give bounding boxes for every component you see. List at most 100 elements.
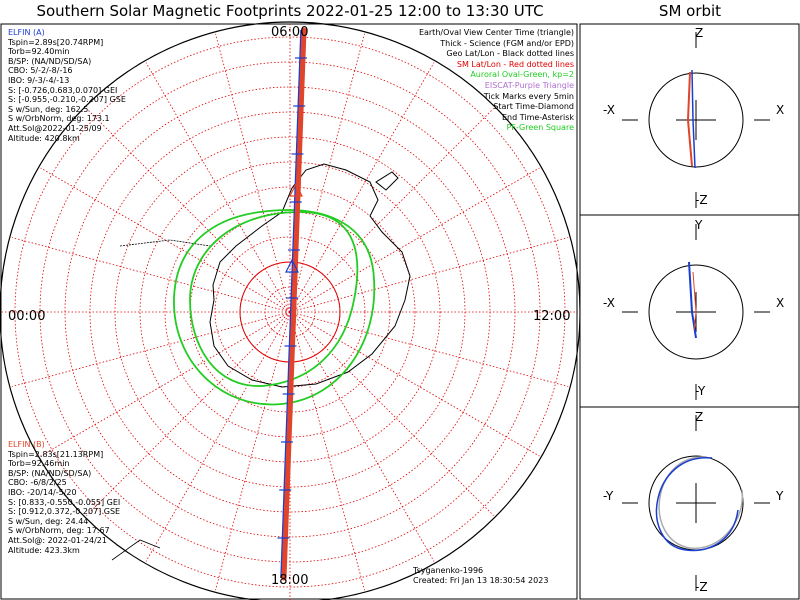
sm-meridian xyxy=(289,62,435,313)
sm-meridian xyxy=(289,33,365,313)
orbit1-left-label: -X xyxy=(603,103,615,117)
auroral-oval-inner xyxy=(189,211,359,387)
elfin-a-line: S: [-0.955,-0.210,-0.207] GSE xyxy=(8,95,126,105)
elfin-b-line: CBO: -6/8/2/25 xyxy=(8,478,67,488)
earth-circle xyxy=(648,72,744,168)
elfin-b-line: S w/OrbNorm, deg: 17.67 xyxy=(8,526,110,536)
elfin-b-name: ELFIN (B) xyxy=(8,440,45,449)
legend-item: Start Time-Diamond xyxy=(493,102,574,112)
credit-created: Created: Fri Jan 13 18:30:54 2023 xyxy=(413,576,549,585)
sm-meridian xyxy=(11,237,291,313)
legend-item: EISCAT-Purple Triangle xyxy=(484,80,574,90)
view-center-triangle-b xyxy=(289,182,303,197)
sm-meridian xyxy=(289,311,365,591)
orbit2-track-b xyxy=(692,271,697,331)
sm-meridian xyxy=(289,311,494,516)
legend-item: End Time-Asterisk xyxy=(501,112,574,122)
sm-meridian xyxy=(289,311,435,562)
elfin-a-line: Altitude: 420.8km xyxy=(8,133,80,143)
sm-latitude-ring xyxy=(14,36,566,588)
elfin-a-line: S w/Sun, deg: 162.5 xyxy=(8,104,89,114)
elfin-a-line: S: [-0.726,0.683,0.070] GEI xyxy=(8,85,118,95)
orbit2-track-a xyxy=(688,261,697,339)
elfin-b-line: B/SP: (NA/ND/SD/SA) xyxy=(8,468,92,478)
elfin-a-name: ELFIN (A) xyxy=(8,28,45,37)
elfin-a-info: ELFIN (A) Tspin=2.89s[20.74RPM] Torb=92.4… xyxy=(8,28,126,143)
sm-meridian xyxy=(289,311,540,457)
polar-map xyxy=(0,21,580,600)
credits: Tsyganenko-1996 Created: Fri Jan 13 18:3… xyxy=(413,566,548,586)
elfin-a-line: IBO: 9/-3/-4/-13 xyxy=(8,75,70,85)
orbit1-track-a xyxy=(691,69,696,169)
elfin-a-line: CBO: 5/-2/-8/-16 xyxy=(8,66,73,76)
sm-meridian xyxy=(289,237,569,313)
legend-item: Earth/Oval View Center Time (triangle) xyxy=(418,28,574,37)
legend-item: Auroral Oval-Green, kp=2 xyxy=(470,70,574,80)
page-title: Southern Solar Magnetic Footprints 2022-… xyxy=(36,2,544,20)
orbit1-right-label: X xyxy=(776,103,785,117)
orbit3-bottom-label: -Z xyxy=(695,580,708,594)
elfin-a-line: Tspin=2.89s[20.74RPM] xyxy=(8,37,104,47)
orbit-plot-3 xyxy=(622,415,770,591)
hour-label-bottom: 18:00 xyxy=(271,573,309,588)
view-center-triangle xyxy=(285,258,299,273)
orbit3-top-label: Z xyxy=(695,410,704,424)
map-legend: Earth/Oval View Center Time (triangle) Th… xyxy=(419,28,574,134)
orbit2-left-label: -X xyxy=(603,296,615,310)
sm-meridian xyxy=(215,33,291,313)
sm-meridian xyxy=(289,167,540,313)
orbit2-top-label: Y xyxy=(695,218,703,232)
orbit-plots xyxy=(622,32,770,591)
elfin-b-line: S: [0.833,-0.550,-0.055] GEI xyxy=(8,497,121,507)
elfin-b-track xyxy=(281,27,307,581)
legend-item: Tick Marks every 5min xyxy=(483,91,574,101)
orbit-title: SM orbit xyxy=(658,2,722,20)
elfin-b-line: S: [0.912,0.372,-0.207] GSE xyxy=(8,507,121,517)
elfin-b-line: Att.Sol@: 2022-01-24/21 xyxy=(8,535,107,545)
orbit-plot-1 xyxy=(622,32,770,208)
elfin-a-line: S w/OrbNorm, deg: 173.1 xyxy=(8,114,110,124)
footprint-tracks xyxy=(277,27,307,581)
sm-meridian xyxy=(145,311,291,562)
elfin-a-track xyxy=(280,29,302,579)
elfin-a-line: Torb=92.40min xyxy=(8,47,70,57)
elfin-a-line: Att.Sol@2022-01-25/09 xyxy=(8,123,102,133)
sm-meridian xyxy=(86,108,291,313)
orbit1-top-label: Z xyxy=(695,26,704,40)
elfin-b-line: Altitude: 423.3km xyxy=(8,545,80,555)
orbit1-track-b xyxy=(686,71,693,167)
sm-meridian xyxy=(40,311,291,457)
auroral-oval xyxy=(173,209,376,406)
hour-label-top: 06:00 xyxy=(271,25,309,40)
orbit2-bottom-label: -Y xyxy=(695,384,706,398)
earth-circle xyxy=(648,264,744,360)
orbit1-bottom-label: -Z xyxy=(695,193,708,207)
legend-item: Thick - Science (FGM and/or EPD) xyxy=(440,38,574,48)
sm-meridian xyxy=(215,311,291,591)
elfin-b-info: ELFIN (B) Tspin=2.83s[21.13RPM] Torb=92.4… xyxy=(8,440,120,555)
elfin-b-line: Torb=92.46min xyxy=(8,459,70,469)
legend-item: SM Lat/Lon - Red dotted lines xyxy=(456,59,574,69)
orbit3-right-label: Y xyxy=(776,489,784,503)
island-coast xyxy=(119,239,211,247)
elfin-b-line: IBO: -20/14/-5/20 xyxy=(8,487,77,497)
credit-author: Tsyganenko-1996 xyxy=(413,566,484,575)
auroral-oval-outer xyxy=(173,209,376,406)
elfin-b-line: Tspin=2.83s[21.13RPM] xyxy=(8,449,104,459)
hour-label-left: 00:00 xyxy=(8,309,46,324)
sm-meridian xyxy=(40,167,291,313)
antarctica-coast xyxy=(209,163,411,388)
lowlat-coast xyxy=(111,539,161,561)
sm-meridian xyxy=(289,108,494,313)
orbit3-left-label: -Y xyxy=(603,489,614,503)
sm-meridian xyxy=(145,62,291,313)
map-horizon xyxy=(0,21,580,600)
sm-meridian xyxy=(11,311,291,387)
orbit3-track-a xyxy=(655,457,739,552)
legend-item: Geo Lat/Lon - Black dotted lines xyxy=(446,49,574,59)
hour-label-right: 12:00 xyxy=(533,309,571,324)
elfin-b-line: S w/Sun, deg: 24.44 xyxy=(8,516,89,526)
legend-item: PF-Green Square xyxy=(506,123,574,133)
coastline xyxy=(111,163,411,561)
